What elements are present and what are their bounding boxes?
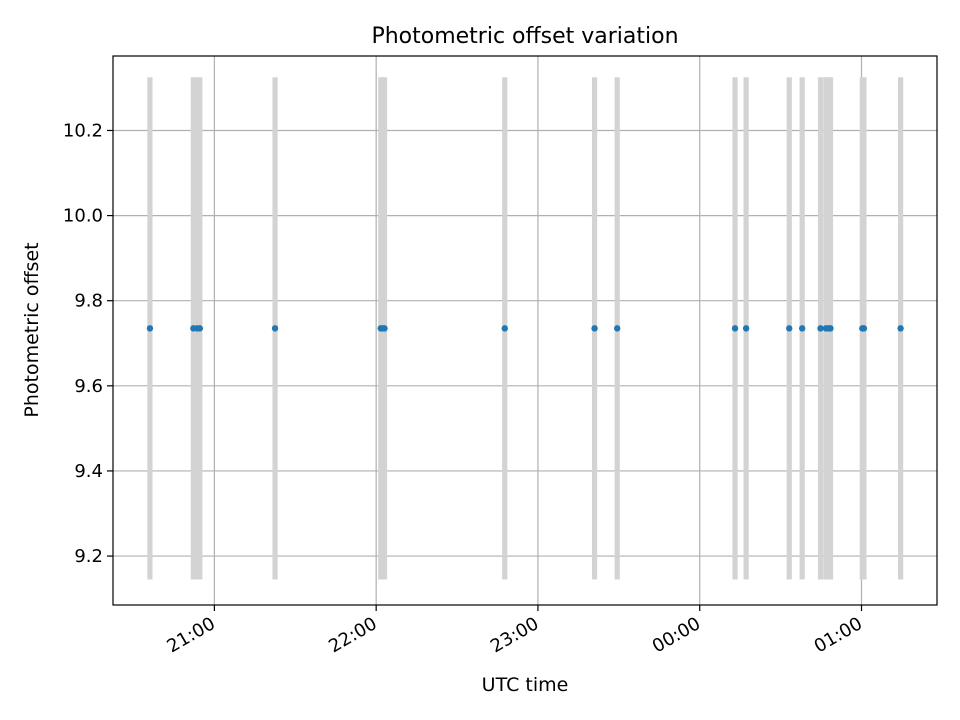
data-point: [817, 325, 824, 332]
y-tick-label: 9.2: [74, 546, 103, 567]
x-tick-label: 00:00: [649, 613, 704, 657]
x-tick-label: 01:00: [811, 613, 866, 657]
chart-title: Photometric offset variation: [371, 24, 678, 49]
data-point: [897, 325, 904, 332]
data-point: [591, 325, 598, 332]
y-tick-label: 10.0: [63, 206, 103, 227]
data-point: [146, 325, 154, 332]
data-point: [271, 325, 279, 332]
grid-layer: [113, 56, 937, 605]
data-point: [731, 325, 739, 332]
data-point: [798, 325, 806, 332]
x-tick-label: 23:00: [487, 613, 542, 657]
y-tick-label: 9.6: [74, 376, 103, 397]
y-tick-label: 10.2: [63, 120, 103, 141]
y-axis: 9.2 9.4 9.6 9.8 10.0 10.2: [63, 120, 113, 567]
y-tick-label: 9.4: [74, 461, 103, 482]
y-tick-label: 9.8: [74, 291, 103, 312]
plot-frame: [112, 55, 938, 606]
y-axis-label: Photometric offset: [21, 242, 43, 417]
x-tick-label: 22:00: [325, 613, 380, 657]
data-point: [786, 325, 793, 332]
x-axis-label: UTC time: [482, 674, 569, 696]
data-point: [501, 325, 508, 332]
data-point: [860, 325, 868, 332]
data-point: [196, 325, 204, 332]
data-point: [742, 325, 750, 332]
data-point: [827, 325, 834, 332]
data-point: [381, 325, 388, 332]
point-layer: [146, 325, 904, 332]
data-point: [614, 325, 621, 332]
x-axis: 21:00 22:00 23:00 00:00 01:00: [163, 605, 866, 657]
x-tick-label: 21:00: [163, 613, 218, 657]
